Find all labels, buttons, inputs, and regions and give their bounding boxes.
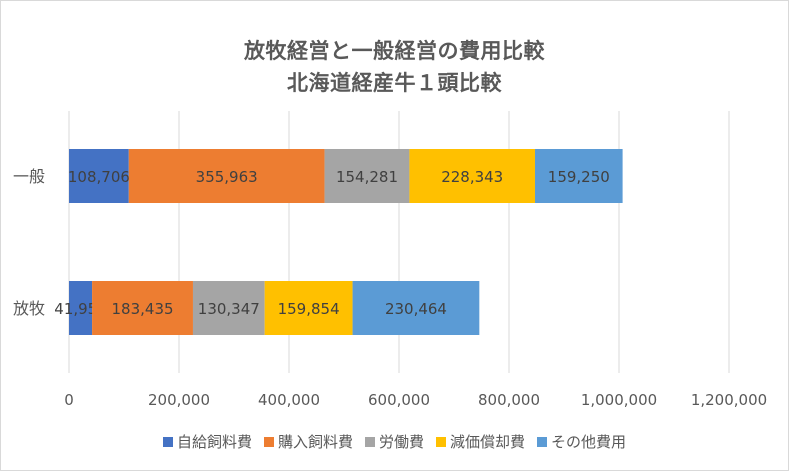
bar-segment — [535, 149, 623, 203]
data-label: 130,347 — [198, 300, 260, 318]
bar-segment — [192, 281, 265, 335]
bar-segment — [69, 149, 129, 203]
legend-label: 購入飼料費 — [277, 433, 353, 451]
legend-swatch — [364, 436, 375, 447]
bar-segment — [92, 281, 193, 335]
legend-label: その他費用 — [551, 433, 627, 451]
bar-segment — [324, 149, 410, 203]
chart-title-line2: 北海道経産牛１頭比較 — [287, 71, 502, 95]
category-label: 一般 — [13, 167, 45, 186]
legend-item: 労働費 — [364, 431, 424, 452]
data-label: 159,854 — [278, 300, 340, 318]
x-tick-label: 800,000 — [478, 391, 540, 409]
x-tick-label: 200,000 — [148, 391, 210, 409]
legend-label: 自給飼料費 — [176, 433, 252, 451]
legend-swatch — [436, 436, 446, 447]
data-label: 108,706 — [68, 168, 130, 186]
chart-title-line1: 放牧経営と一般経営の費用比較 — [244, 39, 545, 63]
data-label: 230,464 — [385, 300, 447, 318]
legend-item: その他費用 — [537, 431, 626, 452]
data-label: 154,281 — [336, 168, 398, 186]
x-tick-label: 0 — [64, 391, 74, 409]
legend-swatch — [537, 436, 548, 447]
x-tick-label: 600,000 — [368, 391, 430, 409]
x-tick-label: 400,000 — [258, 391, 320, 409]
x-tick-label: 1,000,000 — [581, 391, 657, 409]
bar-segment — [128, 149, 325, 203]
category-label: 放牧 — [13, 299, 45, 318]
data-label: 228,343 — [441, 168, 503, 186]
legend-item: 自給飼料費 — [162, 431, 252, 452]
legend-swatch — [162, 436, 173, 447]
legend-item: 減価償却費 — [436, 431, 525, 452]
legend-swatch — [263, 436, 274, 447]
x-tick-label: 1,200,000 — [691, 391, 767, 409]
chart-legend: 自給飼料費 購入飼料費 労働費 減価償却費 その他費用 — [1, 431, 788, 452]
legend-item: 購入飼料費 — [263, 431, 353, 452]
data-label: 355,963 — [196, 168, 258, 186]
bar-segment — [264, 281, 353, 335]
data-label: 159,250 — [548, 168, 610, 186]
bar-segment — [409, 149, 536, 203]
bar-segment — [69, 281, 93, 335]
legend-label: 労働費 — [378, 433, 424, 451]
legend-label: 減価償却費 — [450, 433, 526, 451]
data-label: 183,435 — [112, 300, 174, 318]
bar-segment — [352, 281, 480, 335]
